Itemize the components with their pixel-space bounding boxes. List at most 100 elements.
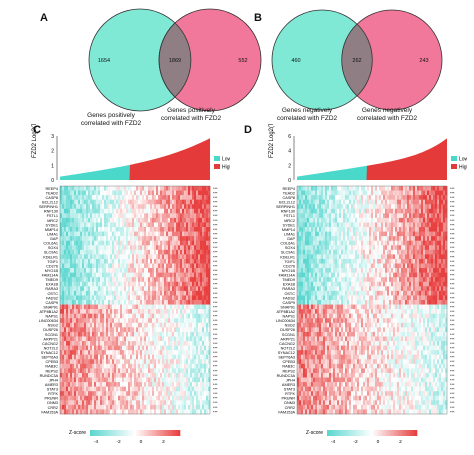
heatmap-cell (78, 359, 81, 365)
heatmap-cell (66, 263, 69, 269)
heatmap-cell (110, 359, 113, 365)
heatmap-cell (80, 368, 83, 374)
heatmap-cell (387, 236, 390, 242)
heatmap-cell (186, 322, 189, 328)
significance-mark: *** (213, 301, 218, 305)
heatmap-cell (363, 240, 366, 246)
heatmap-cell (110, 240, 113, 246)
heatmap-cell (164, 409, 167, 415)
heatmap-cell (148, 350, 151, 356)
heatmap-cell (184, 363, 187, 369)
heatmap-cell (184, 295, 187, 301)
heatmap-cell (190, 258, 193, 264)
heatmap-cell (431, 195, 434, 200)
heatmap-cell (164, 186, 167, 191)
heatmap-cell (66, 268, 69, 273)
heatmap-cell (118, 404, 121, 410)
heatmap-cell (86, 377, 89, 383)
heatmap-cell (387, 213, 390, 219)
heatmap-cell (94, 327, 97, 333)
heatmap-cell (66, 272, 69, 278)
heatmap-cell (98, 350, 101, 356)
heatmap-cell (196, 327, 199, 333)
heatmap-cell (148, 300, 151, 305)
heatmap-cell (200, 208, 203, 214)
heatmap-cell (301, 227, 304, 232)
heatmap-cell (196, 382, 199, 387)
heatmap-cell (158, 186, 161, 191)
heatmap-cell (194, 217, 197, 223)
heatmap-cell (156, 204, 159, 210)
heatmap-cell (182, 281, 185, 287)
heatmap-cell (188, 300, 191, 305)
zscore-gradient (170, 430, 173, 436)
heatmap-cell (60, 222, 63, 228)
heatmap-cell (146, 304, 149, 310)
heatmap-cell (156, 404, 159, 410)
heatmap-cell (166, 336, 169, 342)
heatmap-cell (174, 409, 177, 415)
heatmap-cell (435, 231, 438, 237)
heatmap-cell (180, 327, 183, 333)
heatmap-cell (122, 204, 125, 210)
heatmap-cell (90, 190, 93, 196)
heatmap-cell (142, 327, 145, 333)
heatmap-cell (379, 204, 382, 210)
heatmap-cell (154, 391, 157, 397)
heatmap-cell (377, 208, 380, 214)
heatmap-cell (357, 190, 360, 196)
heatmap-cell (120, 272, 123, 278)
heatmap-cell (110, 404, 113, 410)
heatmap-cell (178, 363, 181, 369)
heatmap-cell (343, 204, 346, 210)
heatmap-cell (379, 199, 382, 205)
heatmap-cell (341, 204, 344, 210)
heatmap-cell (72, 363, 75, 369)
heatmap-cell (387, 222, 390, 228)
heatmap-cell (144, 222, 147, 228)
heatmap-cell (148, 272, 151, 278)
heatmap-cell (186, 336, 189, 342)
heatmap-cell (76, 236, 79, 242)
heatmap-cell (70, 213, 73, 219)
heatmap-cell (78, 249, 81, 255)
heatmap-cell (206, 217, 209, 223)
heatmap-cell (200, 254, 203, 260)
heatmap-cell (162, 300, 165, 305)
heatmap-cell (158, 204, 161, 210)
heatmap-cell (421, 195, 424, 200)
heatmap-cell (198, 409, 201, 415)
heatmap-cell (90, 363, 93, 369)
heatmap-cell (86, 309, 89, 314)
heatmap-cell (116, 208, 119, 214)
heatmap-cell (86, 404, 89, 410)
heatmap-cell (126, 404, 129, 410)
heatmap-cell (431, 186, 434, 191)
heatmap-cell (76, 359, 79, 365)
heatmap-cell (92, 190, 95, 196)
heatmap-cell (130, 231, 133, 237)
heatmap-cell (134, 199, 137, 205)
heatmap-cell (172, 363, 175, 369)
heatmap-cell (146, 404, 149, 410)
heatmap-cell (345, 236, 348, 242)
heatmap-cell (170, 268, 173, 273)
heatmap-cell (116, 290, 119, 296)
heatmap-cell (100, 208, 103, 214)
heatmap-cell (188, 318, 191, 324)
heatmap-cell (144, 186, 147, 191)
heatmap-cell (128, 190, 131, 196)
heatmap-cell (66, 341, 69, 346)
heatmap-cell (64, 354, 67, 360)
heatmap-cell (134, 354, 137, 360)
heatmap-cell (138, 258, 141, 264)
heatmap-cell (180, 300, 183, 305)
heatmap-cell (92, 199, 95, 205)
heatmap-cell (186, 281, 189, 287)
heatmap-cell (76, 409, 79, 415)
heatmap-cell (393, 217, 396, 223)
heatmap-cell (88, 404, 91, 410)
heatmap-cell (170, 386, 173, 392)
significance-mark: *** (450, 196, 455, 200)
heatmap-cell (313, 227, 316, 232)
